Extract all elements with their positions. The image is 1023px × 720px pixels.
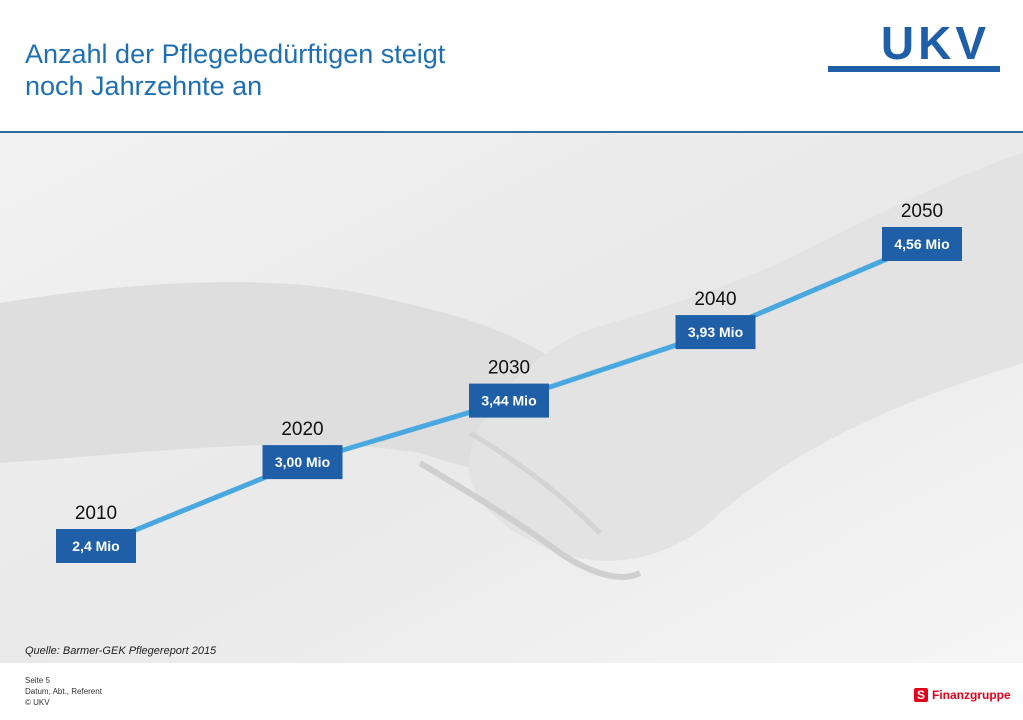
data-label-2020: 3,00 Mio — [275, 454, 330, 470]
source-note: Quelle: Barmer-GEK Pflegereport 2015 — [25, 645, 217, 657]
logo-underline — [828, 66, 1000, 72]
year-label-2010: 2010 — [75, 503, 117, 524]
year-label-2040: 2040 — [694, 289, 736, 310]
slide-title: Anzahl der Pflegebedürftigen steigt noch… — [25, 38, 445, 102]
title-line-1: Anzahl der Pflegebedürftigen steigt — [25, 39, 446, 69]
title-line-2: noch Jahrzehnte an — [25, 71, 263, 101]
footer-copyright: © UKV — [25, 698, 50, 707]
data-point-box-2010 — [56, 529, 136, 563]
header-divider — [0, 131, 1023, 133]
sparkasse-logo-icon: S — [914, 688, 928, 702]
data-point-box-2030 — [469, 383, 549, 418]
data-label-2010: 2,4 Mio — [72, 538, 119, 554]
logo-text: UKV — [880, 17, 990, 69]
footer-page: Seite 5 — [25, 676, 50, 685]
data-label-2050: 4,56 Mio — [894, 236, 949, 252]
ukv-logo: UKV — [828, 17, 1000, 74]
year-label-2020: 2020 — [281, 419, 323, 440]
brand-text: Finanzgruppe — [932, 688, 1011, 702]
data-point-box-2040 — [675, 315, 756, 350]
sparkasse-brand: S Finanzgruppe — [914, 688, 1011, 702]
year-label-2030: 2030 — [488, 358, 530, 379]
data-label-2040: 3,93 Mio — [688, 324, 743, 340]
footer-meta: Datum, Abt., Referent — [25, 687, 102, 696]
year-label-2050: 2050 — [901, 201, 943, 222]
data-point-box-2050 — [882, 227, 962, 261]
footer: Seite 5 Datum, Abt., Referent © UKV — [25, 675, 102, 708]
data-label-2030: 3,44 Mio — [481, 393, 536, 409]
data-point-box-2020 — [262, 445, 343, 480]
